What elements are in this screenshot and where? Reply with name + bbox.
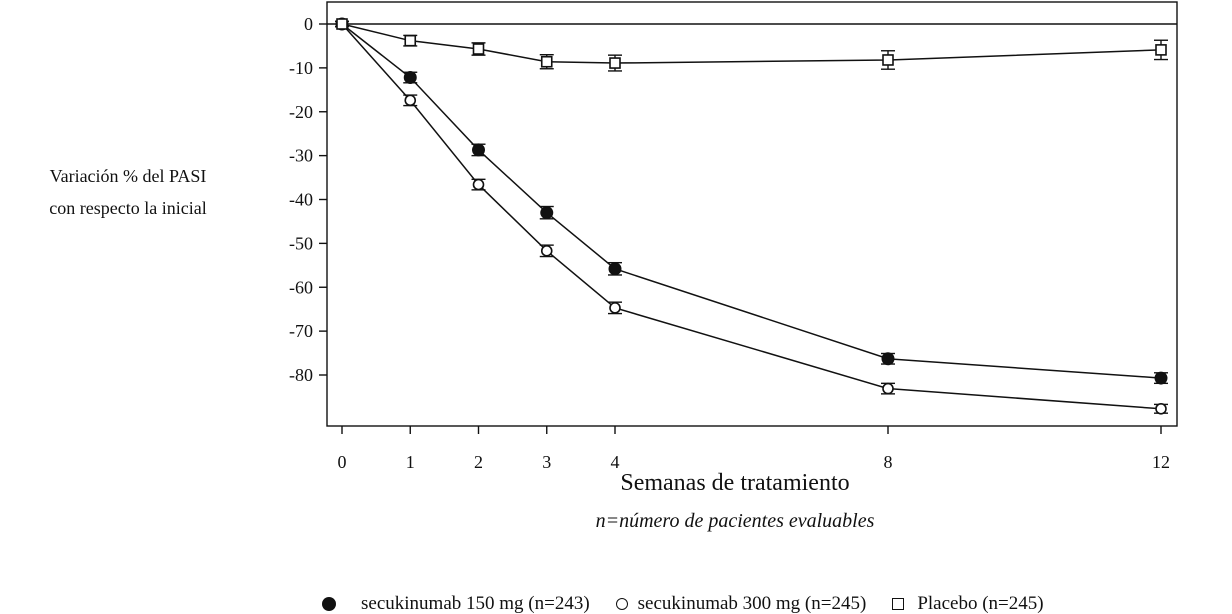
y-tick-label: -30 — [289, 146, 313, 166]
data-point-filled-circle — [472, 143, 485, 157]
data-point-filled-circle — [608, 262, 622, 276]
y-axis-label-line-2: con respecto la inicial — [49, 198, 207, 218]
data-point-open-circle — [609, 302, 621, 314]
series-line-1 — [341, 23, 1162, 379]
y-tick-label: -20 — [289, 102, 313, 122]
data-point-open-square — [540, 55, 553, 68]
legend-item-secukinumab-150: secukinumab 150 mg (n=243) — [322, 593, 590, 614]
data-point-open-circle — [404, 94, 417, 107]
legend-label-secukinumab-150: secukinumab 150 mg (n=243) — [361, 593, 590, 614]
x-tick-label: 4 — [611, 452, 620, 472]
y-tick-label: -10 — [289, 58, 313, 78]
data-point-open-square — [1155, 44, 1167, 56]
y-tick-label: -60 — [289, 277, 313, 297]
legend-item-secukinumab-300: secukinumab 300 mg (n=245) — [615, 593, 867, 614]
data-point-open-square — [882, 54, 894, 66]
data-point-open-circle — [882, 382, 894, 395]
y-axis-label-line-1: Variación % del PASI — [49, 166, 207, 186]
y-tick-label: -70 — [289, 321, 313, 341]
y-tick-label: -40 — [289, 190, 313, 210]
data-point-open-square — [404, 34, 417, 47]
x-tick-label: 0 — [338, 452, 347, 472]
x-tick-label: 3 — [542, 452, 551, 472]
data-point-filled-circle — [403, 71, 417, 85]
legend: secukinumab 150 mg (n=243) secukinumab 3… — [322, 592, 1044, 614]
legend-label-placebo: Placebo (n=245) — [917, 593, 1044, 614]
x-tick-label: 2 — [474, 452, 483, 472]
series-line-3 — [341, 23, 1162, 64]
data-point-open-circle — [540, 245, 553, 257]
y-tick-label: -50 — [289, 233, 313, 253]
x-tick-label: 12 — [1152, 452, 1170, 472]
data-point-open-square — [336, 18, 348, 30]
y-axis-label: Variación % del PASI con respecto la ini… — [6, 160, 250, 224]
series-line-2 — [341, 23, 1162, 410]
data-point-open-square — [472, 43, 485, 55]
open-circle-marker-icon — [615, 598, 628, 610]
data-point-filled-circle — [540, 206, 554, 220]
data-point-filled-circle — [881, 352, 895, 366]
data-point-open-circle — [472, 178, 485, 191]
x-tick-label: 8 — [884, 452, 893, 472]
x-axis-label: Semanas de tratamiento — [620, 470, 850, 496]
chart-note: n=número de pacientes evaluables — [595, 510, 875, 532]
legend-label-secukinumab-300: secukinumab 300 mg (n=245) — [637, 593, 867, 614]
data-point-open-circle — [1155, 402, 1167, 415]
data-point-open-square — [609, 57, 621, 69]
open-square-marker-icon — [892, 598, 905, 610]
legend-item-placebo: Placebo (n=245) — [892, 593, 1044, 614]
y-tick-label: -80 — [289, 365, 313, 385]
plot-frame — [326, 1, 1178, 427]
data-point-filled-circle — [1154, 371, 1168, 385]
filled-circle-marker-icon — [322, 597, 336, 611]
y-tick-label: 0 — [304, 14, 313, 34]
x-tick-label: 1 — [406, 452, 415, 472]
